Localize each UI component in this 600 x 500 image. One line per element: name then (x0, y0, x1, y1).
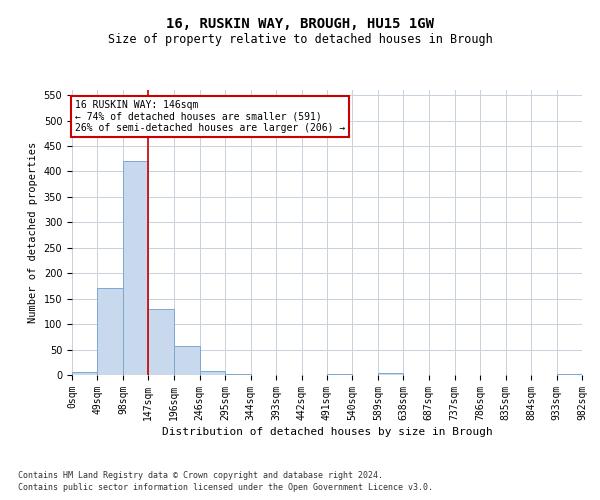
Text: 16 RUSKIN WAY: 146sqm
← 74% of detached houses are smaller (591)
26% of semi-det: 16 RUSKIN WAY: 146sqm ← 74% of detached … (74, 100, 345, 134)
Bar (123, 161, 148, 375)
Bar (148, 309, 174, 375)
X-axis label: Distribution of detached houses by size in Brough: Distribution of detached houses by size … (161, 427, 493, 437)
Bar (97, 288, 123, 375)
Bar (72, 372, 97, 375)
Text: Contains public sector information licensed under the Open Government Licence v3: Contains public sector information licen… (18, 483, 433, 492)
Bar (327, 374, 352, 375)
Bar (200, 371, 225, 375)
Bar (225, 374, 251, 375)
Bar (174, 346, 200, 375)
Y-axis label: Number of detached properties: Number of detached properties (28, 142, 38, 323)
Bar (378, 374, 403, 375)
Text: 16, RUSKIN WAY, BROUGH, HU15 1GW: 16, RUSKIN WAY, BROUGH, HU15 1GW (166, 18, 434, 32)
Bar (557, 374, 582, 375)
Text: Contains HM Land Registry data © Crown copyright and database right 2024.: Contains HM Land Registry data © Crown c… (18, 470, 383, 480)
Text: Size of property relative to detached houses in Brough: Size of property relative to detached ho… (107, 32, 493, 46)
